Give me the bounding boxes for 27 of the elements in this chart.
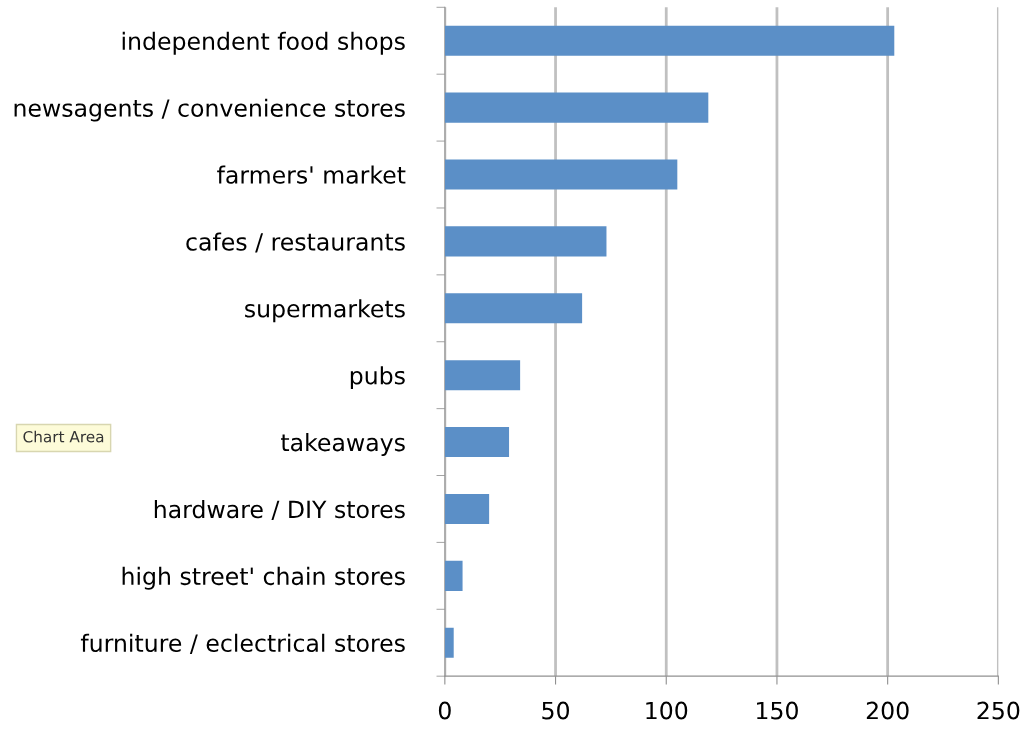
x-tick-label: 200 [866,701,909,720]
y-tick-label: furniture / eclectrical stores [80,633,405,654]
y-tick-label: pubs [350,366,405,390]
text: Chart Area [23,430,104,443]
bar [444,92,709,123]
bar [444,159,678,190]
bar [444,560,463,591]
y-tick-label: farmers' market [217,165,406,184]
bar [444,627,454,658]
x-tick-label: 100 [646,701,688,720]
bar [444,493,490,525]
bar [444,427,510,458]
x-tick-label: 0 [438,701,451,720]
y-tick-label: cafes / restaurants [186,232,405,253]
x-tick-label: 150 [757,701,798,720]
y-tick-label: supermarkets [245,299,405,323]
y-tick-label: newsagents / convenience stores [14,98,405,122]
bar [444,226,607,257]
bar [444,293,583,324]
y-tick-label: hardware / DIY stores [154,499,405,521]
x-tick-label: 250 [977,701,1020,720]
y-tick-label: takeaways [281,433,405,456]
y-tick-label: independent food shops [122,31,405,55]
y-tick-label: high street' chain stores [122,566,405,590]
bar [444,25,895,56]
bar [444,360,521,391]
x-tick-label: 50 [542,701,569,720]
